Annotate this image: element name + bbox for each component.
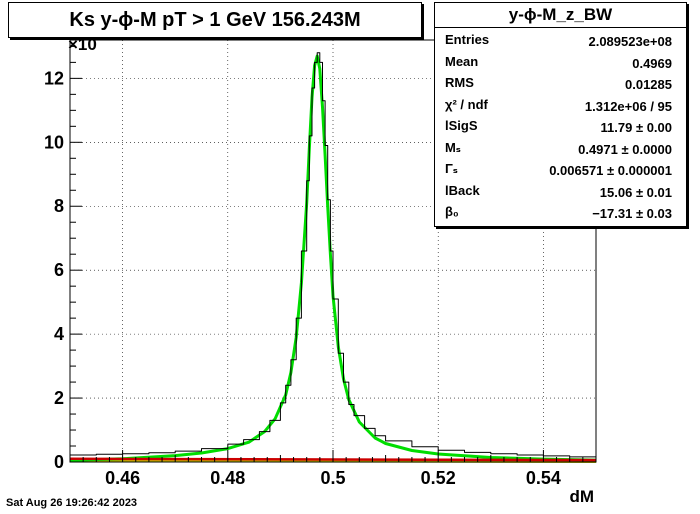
x-tick-label: 0.5 <box>320 468 345 488</box>
stats-label: lBack <box>445 182 480 198</box>
y-tick-label: 2 <box>54 388 64 408</box>
stats-row: χ² / ndf 1.312e+06 / 95 <box>445 97 672 119</box>
stats-value: −17.31 ± 0.03 <box>592 206 672 221</box>
stats-row: RMS 0.01285 <box>445 75 672 97</box>
series-fit-total <box>69 54 597 462</box>
y-tick-label: 12 <box>44 68 64 88</box>
stats-box: y-ϕ-M_z_BW Entries 2.089523e+08 Mean 0.4969… <box>434 2 687 227</box>
y-tick-label: 10 <box>44 132 64 152</box>
stats-row: lBack 15.06 ± 0.01 <box>445 183 672 205</box>
timestamp: Sat Aug 26 19:26:42 2023 <box>6 497 138 509</box>
chart-title: Ks y-ϕ-M pT > 1 GeV 156.243M <box>69 9 361 31</box>
x-tick-label: 0.52 <box>421 468 456 488</box>
stats-label: RMS <box>445 75 474 90</box>
stats-value: 0.01285 <box>625 77 672 92</box>
series-data-histogram <box>70 52 597 459</box>
stats-value: 15.06 ± 0.01 <box>599 184 672 200</box>
stats-row: Mₛ 0.4971 ± 0.0000 <box>445 140 672 162</box>
stats-label: χ² / ndf <box>445 96 488 112</box>
y-tick-label: 6 <box>54 260 64 280</box>
stats-label: Mean <box>445 53 479 69</box>
stats-title: y-ϕ-M_z_BW <box>435 3 686 28</box>
stats-value: 1.312e+06 / 95 <box>584 98 672 114</box>
stats-row: β₀ −17.31 ± 0.03 <box>445 204 672 226</box>
stats-value: 11.79 ± 0.00 <box>600 120 672 135</box>
stats-row: Γₛ 0.006571 ± 0.000001 <box>445 161 672 183</box>
stats-label: Γₛ <box>445 161 458 176</box>
stats-label: β₀ <box>445 204 459 219</box>
y-tick-label: 4 <box>54 324 64 344</box>
stats-value: 0.006571 ± 0.000001 <box>549 163 672 178</box>
stats-value: 0.4969 <box>632 55 672 71</box>
stats-label: Entries <box>445 32 490 47</box>
stats-row: lSigS 11.79 ± 0.00 <box>445 118 672 140</box>
x-tick-label: 0.48 <box>210 468 245 488</box>
stats-label: Mₛ <box>445 139 461 155</box>
stats-value: 2.089523e+08 <box>588 34 672 49</box>
x-tick-label: 0.54 <box>526 468 561 488</box>
y-axis: 0 2 4 6 8 10 12 <box>44 45 82 472</box>
chart-title-box: Ks y-ϕ-M pT > 1 GeV 156.243M <box>8 2 422 38</box>
stats-row: Mean 0.4969 <box>445 54 672 76</box>
x-axis: 0.46 0.48 0.5 0.52 0.54 <box>69 450 597 488</box>
stats-value: 0.4971 ± 0.0000 <box>578 141 672 157</box>
stats-row: Entries 2.089523e+08 <box>445 32 672 54</box>
y-multiplier-label: ×10 <box>68 35 97 54</box>
y-tick-label: 8 <box>54 196 64 216</box>
y-tick-label: 0 <box>54 452 64 472</box>
x-tick-label: 0.46 <box>105 468 140 488</box>
stats-label: lSigS <box>445 118 478 133</box>
x-axis-label: dM <box>569 487 594 506</box>
